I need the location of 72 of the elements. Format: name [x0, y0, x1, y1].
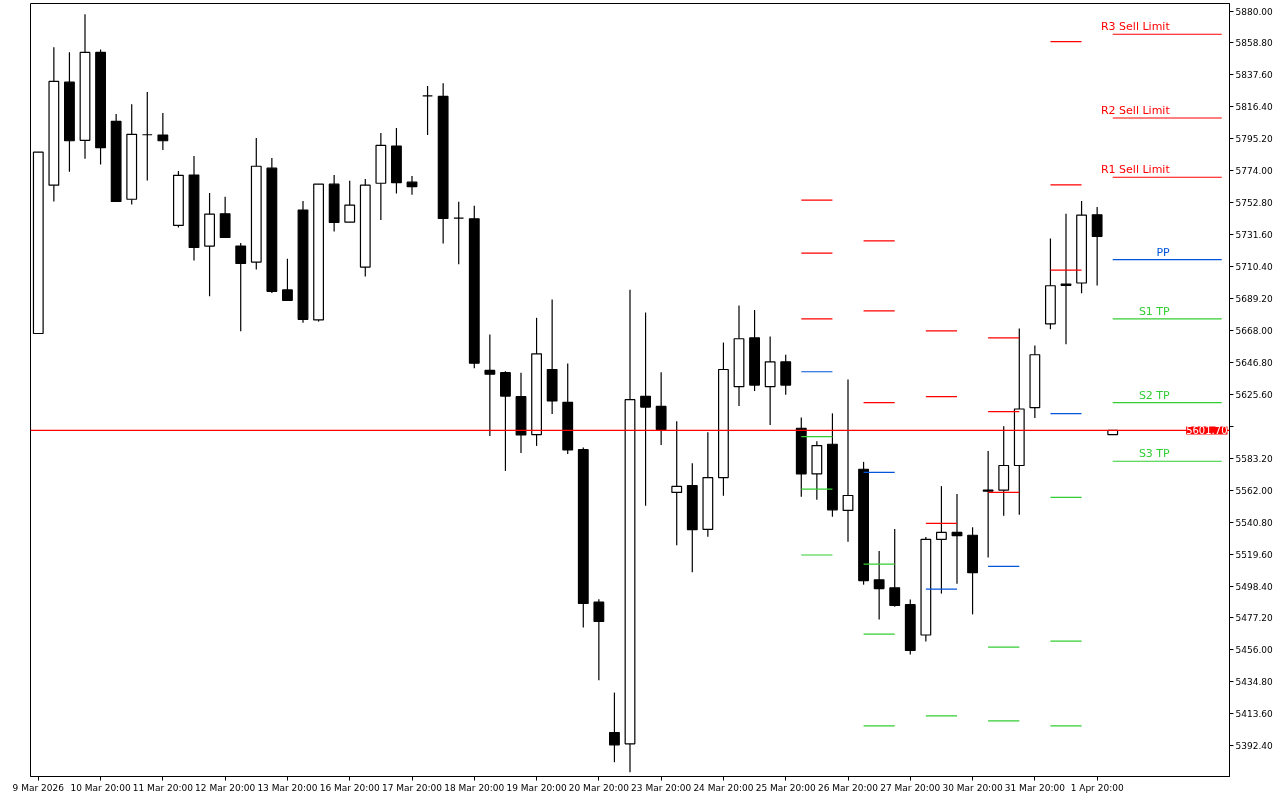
candlestick	[873, 550, 885, 621]
candlestick	[780, 354, 792, 396]
x-tick-label: 1 Apr 20:00	[1070, 782, 1124, 793]
x-tick-label: 10 Mar 20:00	[70, 782, 131, 793]
candlestick	[640, 311, 651, 507]
y-tick-label: 5540.80	[1235, 517, 1273, 528]
y-tick-label: 5562.00	[1235, 485, 1273, 496]
candlestick	[671, 420, 683, 546]
x-tick-label: 26 Mar 20:00	[817, 782, 879, 793]
candlestick	[982, 450, 994, 559]
x-tick-label: 20 Mar 20:00	[568, 782, 630, 793]
series-label: R2 Sell Limit	[1100, 104, 1171, 118]
series-label: R3 Sell Limit	[1100, 20, 1171, 34]
series-label: S1 TP	[1138, 304, 1171, 318]
x-tick-label: 25 Mar 20:00	[755, 782, 817, 793]
ref-line-label: 5601.70	[1186, 425, 1228, 437]
y-tick-label: 5456.00	[1235, 645, 1273, 656]
candlestick	[422, 85, 433, 136]
candlestick	[453, 201, 465, 265]
x-tick-label: 13 Mar 20:00	[257, 782, 318, 793]
series-label: PP	[1156, 245, 1171, 259]
candlestick	[1060, 213, 1072, 345]
x-tick-label: 18 Mar 20:00	[444, 782, 505, 793]
y-tick-label: 5625.60	[1235, 389, 1273, 400]
series-label: S3 TP	[1138, 447, 1171, 461]
y-tick-label: 5413.60	[1235, 709, 1273, 720]
y-tick-label: 5498.40	[1235, 581, 1273, 592]
y-tick-label: 5392.40	[1235, 741, 1273, 752]
x-tick-label: 23 Mar 20:00	[631, 782, 692, 793]
x-tick-label: 9 Mar 2026	[12, 782, 65, 793]
candlestick	[219, 196, 231, 239]
y-tick-label: 5816.40	[1235, 102, 1273, 113]
y-tick-label: 5774.00	[1235, 166, 1273, 177]
candlestick	[593, 598, 605, 681]
candlestick	[936, 485, 947, 595]
x-tick-label: 19 Mar 20:00	[506, 782, 567, 793]
candlestick	[235, 242, 247, 332]
y-tick-label: 5519.60	[1235, 549, 1273, 560]
candlestick	[344, 180, 356, 223]
candlestick	[141, 91, 153, 182]
y-tick-label: 5752.80	[1235, 198, 1273, 209]
y-tick-label: 5477.20	[1235, 613, 1273, 624]
y-tick-label: 5583.20	[1235, 453, 1273, 464]
series-label: R1 Sell Limit	[1100, 163, 1171, 177]
y-tick-label: 5646.80	[1235, 357, 1273, 368]
x-tick-label: 17 Mar 20:00	[381, 782, 443, 793]
y-tick-label: 5731.60	[1235, 230, 1273, 241]
candlestick	[655, 371, 667, 446]
x-tick-label: 27 Mar 20:00	[880, 782, 941, 793]
y-tick-label: 5880.00	[1235, 6, 1273, 17]
x-tick-label: 31 Mar 20:00	[1004, 782, 1066, 793]
x-tick-label: 16 Mar 20:00	[319, 782, 381, 793]
candlestick	[889, 528, 901, 608]
candlestick	[609, 691, 620, 763]
candlestick	[282, 258, 293, 301]
y-tick-label: 5837.60	[1235, 70, 1273, 81]
series-label: S2 TP	[1138, 388, 1171, 402]
x-tick-label: 30 Mar 20:00	[942, 782, 1003, 793]
x-tick-label: 24 Mar 20:00	[693, 782, 754, 793]
y-tick-label: 5434.80	[1235, 677, 1273, 688]
candlestick	[157, 112, 169, 151]
candlestick	[500, 370, 511, 472]
x-tick-label: 12 Mar 20:00	[195, 782, 256, 793]
y-tick-label: 5710.40	[1235, 262, 1273, 273]
y-tick-label: 5689.20	[1235, 294, 1273, 305]
x-tick-label: 11 Mar 20:00	[132, 782, 194, 793]
candlestick	[1091, 206, 1103, 287]
y-tick-label: 5668.00	[1235, 325, 1273, 336]
candlestick	[842, 378, 854, 543]
y-tick-label: 5858.80	[1235, 38, 1273, 49]
candlestick	[484, 333, 496, 437]
y-tick-label: 5795.20	[1235, 134, 1273, 145]
